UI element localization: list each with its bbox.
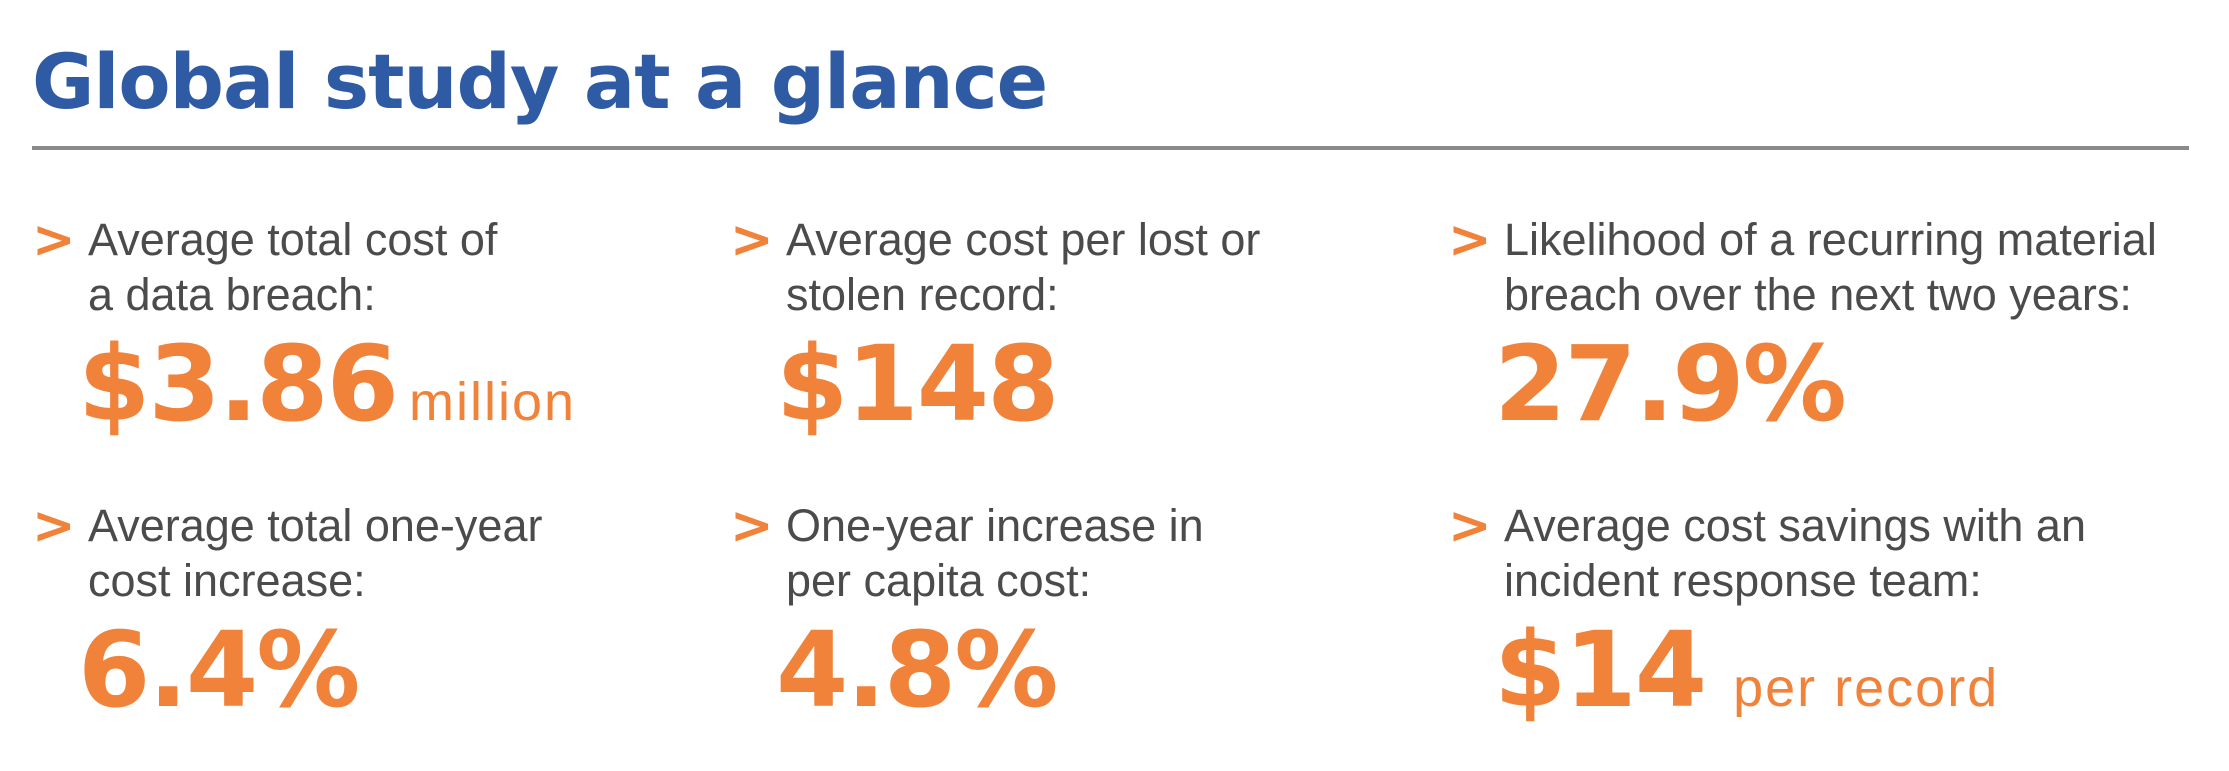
stat-value: $3.86 bbox=[78, 323, 399, 445]
stat-value-row: $3.86 million bbox=[32, 328, 752, 440]
stat-label: Average total cost of a data breach: bbox=[88, 214, 498, 320]
stat-value-row: 27.9% bbox=[1448, 328, 2208, 440]
stat-label: One-year increase in per capita cost: bbox=[786, 500, 1204, 606]
stat-label-row: > Average cost per lost or stolen record… bbox=[730, 212, 1450, 322]
stat-value: 27.9% bbox=[1494, 323, 1847, 445]
chevron-right-icon: > bbox=[730, 210, 774, 270]
stat-value: $148 bbox=[776, 323, 1059, 445]
title-divider bbox=[32, 146, 2189, 150]
stat-value-row: $14 per record bbox=[1448, 614, 2208, 726]
stat-ir-team-savings: > Average cost savings with an incident … bbox=[1448, 498, 2208, 726]
stat-cost-per-record: > Average cost per lost or stolen record… bbox=[730, 212, 1450, 440]
stat-label-row: > One-year increase in per capita cost: bbox=[730, 498, 1450, 608]
stat-label-row: > Average total one-year cost increase: bbox=[32, 498, 752, 608]
stat-label: Average cost savings with an incident re… bbox=[1504, 500, 2086, 606]
stat-unit: million bbox=[408, 372, 577, 432]
stat-value-row: 6.4% bbox=[32, 614, 752, 726]
chevron-right-icon: > bbox=[730, 496, 774, 556]
stat-label-row: > Average total cost of a data breach: bbox=[32, 212, 752, 322]
stat-value: 6.4% bbox=[78, 609, 360, 731]
stat-label: Average cost per lost or stolen record: bbox=[786, 214, 1261, 320]
chevron-right-icon: > bbox=[1448, 210, 1492, 270]
stat-per-capita-increase: > One-year increase in per capita cost: … bbox=[730, 498, 1450, 726]
stat-value-row: 4.8% bbox=[730, 614, 1450, 726]
stat-recurring-breach-likelihood: > Likelihood of a recurring material bre… bbox=[1448, 212, 2208, 440]
page-title: Global study at a glance bbox=[32, 37, 1048, 126]
stat-one-year-cost-increase: > Average total one-year cost increase: … bbox=[32, 498, 752, 726]
stat-unit: per record bbox=[1733, 658, 2000, 718]
stat-label: Average total one-year cost increase: bbox=[88, 500, 543, 606]
stat-value-row: $148 bbox=[730, 328, 1450, 440]
chevron-right-icon: > bbox=[1448, 496, 1492, 556]
stat-label: Likelihood of a recurring material breac… bbox=[1504, 214, 2157, 320]
stat-label-row: > Likelihood of a recurring material bre… bbox=[1448, 212, 2208, 322]
stat-value: $14 bbox=[1494, 609, 1707, 731]
stat-label-row: > Average cost savings with an incident … bbox=[1448, 498, 2208, 608]
stat-avg-total-cost: > Average total cost of a data breach: $… bbox=[32, 212, 752, 440]
chevron-right-icon: > bbox=[32, 210, 76, 270]
chevron-right-icon: > bbox=[32, 496, 76, 556]
stat-value: 4.8% bbox=[776, 609, 1058, 731]
